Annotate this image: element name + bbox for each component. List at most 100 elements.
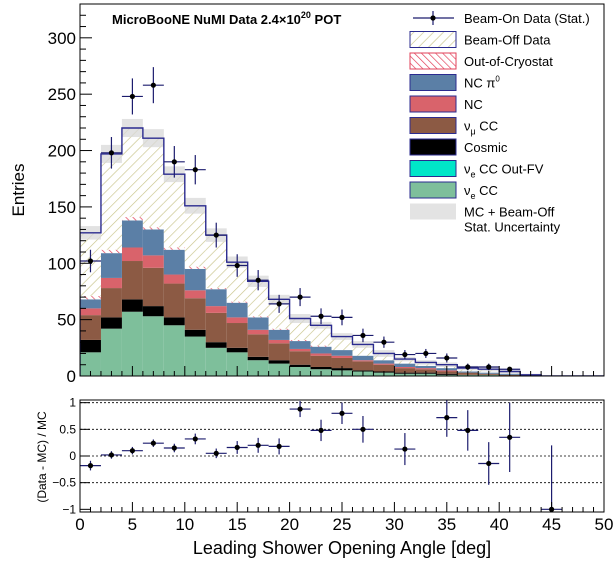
legend-swatch-nue-out-fv: [409, 160, 457, 177]
ratio-point: [444, 415, 450, 421]
bar-out-of-cryostat: [184, 266, 206, 269]
bar-nue-cc: [226, 352, 248, 376]
bar-nc-pi0: [331, 350, 353, 356]
bar-numu-cc: [80, 315, 101, 340]
y-tick-label-ratio: 0.5: [59, 422, 76, 436]
bar-nc-pi0: [184, 268, 206, 291]
bar-nue-cc: [121, 311, 143, 376]
bar-nc-pi0: [163, 249, 185, 275]
data-point: [339, 314, 345, 320]
bar-cosmic: [352, 370, 374, 372]
bar-nc-pi0: [100, 253, 122, 278]
x-tick-label: 30: [385, 515, 404, 534]
x-tick-label: 40: [490, 515, 509, 534]
ratio-point: [255, 442, 261, 448]
bar-cosmic: [142, 306, 164, 317]
bar-nc: [184, 290, 206, 299]
bar-nc-pi0: [205, 289, 227, 307]
bar-cosmic: [100, 317, 122, 329]
bar-numu-cc: [289, 351, 311, 365]
bar-cosmic: [184, 329, 206, 337]
bar-out-of-cryostat: [163, 247, 185, 250]
bar-beam-off: [142, 138, 164, 228]
bar-out-of-cryostat: [205, 288, 227, 290]
ratio-point: [486, 460, 492, 467]
bar-nc-pi0: [142, 229, 164, 256]
ratio-point: [171, 445, 177, 451]
bar-nc: [80, 308, 101, 316]
legend-swatch-data-point: [430, 15, 436, 21]
data-point: [129, 93, 135, 100]
data-point: [486, 364, 492, 370]
bar-numu-cc: [247, 334, 269, 357]
bar-out-of-cryostat: [100, 249, 122, 254]
bar-cosmic: [289, 364, 311, 367]
bar-cosmic: [121, 299, 143, 312]
bar-beam-off: [226, 262, 248, 302]
x-tick-label: 5: [128, 515, 137, 534]
legend-label: NC: [464, 97, 483, 112]
data-point: [108, 150, 115, 156]
bar-cosmic: [247, 356, 269, 361]
bar-numu-cc: [331, 357, 353, 369]
x-tick-label: 50: [595, 515, 614, 534]
data-point: [360, 332, 366, 339]
legend-label: MC + Beam-Off: [464, 205, 555, 220]
bar-nue-cc: [80, 352, 101, 376]
bar-beam-off: [268, 299, 290, 329]
bar-beam-off: [310, 325, 332, 346]
y-tick-label-main: 250: [48, 85, 76, 104]
ratio-point: [129, 448, 135, 454]
bar-numu-cc: [100, 288, 122, 318]
y-tick-label-main: 50: [57, 311, 76, 330]
bar-nc: [268, 339, 290, 344]
legend-swatch-beam-off: [409, 31, 457, 48]
bar-nc-pi0: [373, 360, 395, 364]
bar-numu-cc: [268, 343, 290, 361]
bar-numu-cc: [184, 298, 206, 330]
bar-nc-pi0: [415, 365, 437, 369]
main-histogram-panel: 0 50 100 150 200 250 300 MicroBooNE NuMI Data …: [9, 3, 605, 386]
x-tick-label: 35: [437, 515, 456, 534]
legend: Beam-On Data (Stat.) Beam-Off Data Out-of-…: [409, 11, 590, 235]
bar-beam-off: [205, 235, 227, 289]
bar-cosmic: [268, 360, 290, 364]
legend-swatch-nc: [409, 95, 457, 113]
bar-nc: [226, 317, 248, 324]
legend-label: Out-of-Cryostat: [464, 54, 553, 69]
data-point: [402, 351, 408, 358]
bar-numu-cc: [226, 323, 248, 348]
x-tick-label: 10: [175, 515, 194, 534]
bar-nc: [289, 348, 311, 352]
bar-numu-cc: [205, 312, 227, 343]
y-tick-label-ratio: −0.5: [52, 476, 76, 490]
data-point: [192, 167, 198, 173]
y-tick-label-main: 0: [67, 367, 76, 386]
bar-cosmic: [226, 347, 248, 353]
bar-nc: [247, 329, 269, 335]
bar-numu-cc: [121, 261, 143, 300]
bar-nue-cc: [184, 336, 206, 376]
data-point: [507, 366, 513, 372]
y-tick-label-ratio: 0: [69, 449, 76, 463]
data-point: [213, 232, 219, 238]
ratio-point: [234, 444, 240, 451]
bar-numu-cc: [394, 368, 416, 373]
legend-label: νe CC Out-FV: [464, 162, 544, 180]
y-tick-label-ratio: 1: [69, 396, 76, 410]
ratio-point: [276, 443, 282, 449]
data-point: [87, 258, 94, 264]
bar-numu-cc: [352, 361, 374, 371]
ratio-point: [297, 406, 303, 412]
data-point: [465, 364, 471, 370]
bar-nc-pi0: [394, 363, 416, 367]
bar-nue-cc: [163, 325, 185, 376]
bar-cosmic: [310, 366, 332, 370]
x-tick-label: 25: [333, 515, 352, 534]
bar-nue-cc: [247, 360, 269, 376]
bar-nc-pi0: [289, 341, 311, 349]
bar-beam-off: [352, 344, 374, 356]
bar-nc-pi0: [226, 302, 248, 318]
bar-cosmic: [163, 317, 185, 326]
bar-out-of-cryostat: [121, 217, 143, 221]
